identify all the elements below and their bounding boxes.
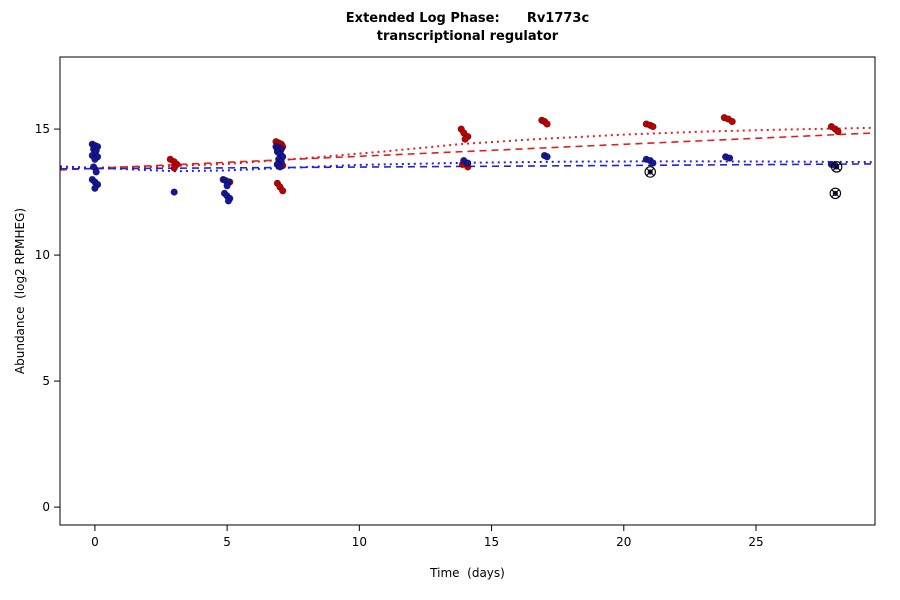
- y-tick-label: 5: [42, 374, 50, 388]
- plot-box: [59, 56, 876, 526]
- flagged-point-circle: [644, 166, 656, 178]
- blue-dotted-fit: [59, 160, 876, 173]
- blue-samples-point: [464, 159, 472, 167]
- red-samples-point: [170, 164, 178, 172]
- x-tick-label: 15: [484, 535, 499, 549]
- blue-samples-point: [91, 184, 99, 192]
- y-tick-label: 10: [35, 248, 50, 262]
- x-tick-label: 0: [91, 535, 99, 549]
- blue-samples-point: [92, 168, 100, 176]
- blue-samples-point: [224, 197, 233, 205]
- flagged-point-x: [646, 167, 655, 177]
- flagged-point-circle: [830, 161, 843, 173]
- chart-title-line2: transcriptional regulator: [376, 29, 559, 44]
- blue-samples-point: [276, 163, 284, 171]
- red-samples-point: [649, 122, 657, 131]
- red-dashed-fit: [59, 132, 876, 171]
- blue-samples-point: [543, 153, 551, 161]
- y-tick-label: 0: [42, 500, 50, 514]
- flagged-point-x: [831, 189, 840, 198]
- blue-samples-point: [170, 188, 178, 196]
- x-tick-label: 5: [223, 535, 231, 549]
- x-tick-label: 25: [748, 535, 763, 549]
- chart-title-line1: Extended Log Phase: Rv1773c: [345, 11, 590, 26]
- y-tick-label: 15: [35, 122, 50, 136]
- x-axis-label: Time (days): [430, 566, 505, 580]
- blue-samples-point: [91, 155, 99, 163]
- red-samples-point: [728, 117, 736, 126]
- y-axis-label: Abundance (log2 RPMHEG): [13, 207, 27, 375]
- flagged-point-x: [832, 162, 841, 171]
- blue-samples-point: [649, 159, 657, 167]
- red-samples-point: [834, 127, 842, 136]
- red-samples-point: [461, 135, 469, 143]
- flagged-point-circle: [829, 187, 842, 200]
- blue-dashed-fit: [59, 163, 876, 170]
- red-samples-point: [279, 187, 287, 195]
- x-tick-label: 10: [352, 535, 367, 549]
- blue-samples-point: [725, 154, 734, 162]
- chart-title: Extended Log Phase: Rv1773c transcriptio…: [60, 10, 875, 46]
- blue-samples-point: [223, 182, 231, 190]
- red-samples-point: [543, 120, 551, 128]
- x-tick-label: 20: [616, 535, 631, 549]
